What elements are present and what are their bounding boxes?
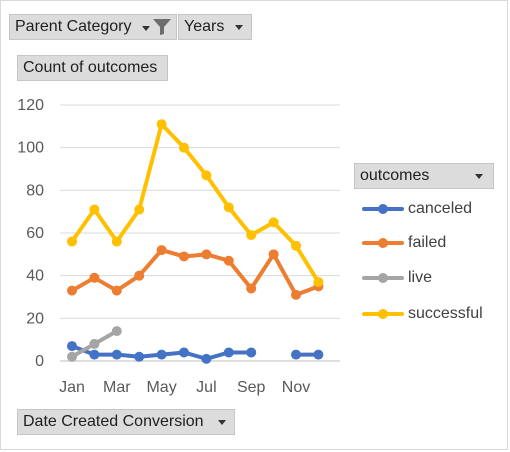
legend-label: canceled xyxy=(408,200,473,217)
parent-category-filter-button[interactable]: Parent Category xyxy=(9,14,177,40)
data-point-successful xyxy=(111,236,122,247)
data-point-canceled xyxy=(313,349,324,360)
chevron-down-icon xyxy=(475,174,483,179)
data-point-failed xyxy=(201,249,212,260)
data-point-failed xyxy=(67,285,77,296)
data-point-canceled xyxy=(291,349,301,360)
chevron-down-icon xyxy=(142,26,150,31)
values-field-button[interactable]: Count of outcomes xyxy=(17,55,168,81)
series-line-failed xyxy=(70,248,321,297)
legend-title-button[interactable]: outcomes xyxy=(354,163,494,189)
legend-title-label: outcomes xyxy=(360,167,430,184)
data-point-canceled xyxy=(111,349,122,360)
series-lines xyxy=(67,119,324,364)
x-tick-label: Nov xyxy=(282,379,310,396)
legend-marker-icon xyxy=(362,309,404,319)
data-point-canceled xyxy=(246,347,257,358)
data-point-successful xyxy=(291,240,301,251)
data-point-failed xyxy=(291,289,301,300)
series-canceled xyxy=(67,341,324,364)
data-point-canceled xyxy=(134,351,145,362)
data-point-live xyxy=(67,351,77,362)
chevron-down-icon xyxy=(235,25,243,30)
data-point-failed xyxy=(268,249,279,260)
axis-field-button[interactable]: Date Created Conversion xyxy=(17,409,235,435)
y-tick-label: 0 xyxy=(35,353,44,370)
x-tick-label: Sep xyxy=(237,379,266,396)
data-point-failed xyxy=(156,245,167,256)
legend-label: live xyxy=(408,269,433,286)
x-tick-label: May xyxy=(146,379,176,396)
y-tick-label: 40 xyxy=(26,268,44,285)
series-line-successful xyxy=(70,122,321,285)
legend-item-successful[interactable]: successful xyxy=(362,304,483,324)
years-filter-button[interactable]: Years xyxy=(178,14,252,40)
data-point-failed xyxy=(89,272,100,283)
y-tick-label: 20 xyxy=(26,310,44,327)
legend-label: successful xyxy=(408,305,483,322)
legend-item-canceled[interactable]: canceled xyxy=(362,199,472,219)
x-tick-label: Jul xyxy=(196,379,216,396)
values-field-label: Count of outcomes xyxy=(23,59,158,76)
x-tick-label: Jan xyxy=(59,379,85,396)
filter-funnel-icon xyxy=(153,19,171,35)
axis-field-label: Date Created Conversion xyxy=(23,413,204,430)
data-point-canceled xyxy=(156,349,167,360)
data-point-successful xyxy=(246,230,257,241)
data-point-failed xyxy=(246,283,257,294)
series-live xyxy=(67,326,122,362)
years-label: Years xyxy=(184,18,225,35)
data-point-canceled xyxy=(179,347,189,358)
legend-marker-icon xyxy=(362,273,404,283)
data-point-failed xyxy=(179,251,189,262)
y-axis-ticks: 0 20 40 60 80 100 120 xyxy=(17,97,44,370)
data-point-canceled xyxy=(223,347,234,358)
series-failed xyxy=(67,245,324,300)
data-point-successful xyxy=(201,170,212,181)
legend-marker-icon xyxy=(362,204,404,214)
y-tick-label: 60 xyxy=(26,225,44,242)
data-point-successful xyxy=(156,119,167,130)
gridlines xyxy=(60,104,340,362)
data-point-successful xyxy=(134,204,145,215)
legend-item-failed[interactable]: failed xyxy=(362,233,446,253)
x-tick-label: Mar xyxy=(103,379,131,396)
data-point-successful xyxy=(223,202,234,213)
y-tick-label: 120 xyxy=(17,97,44,114)
x-axis-ticks: Jan Mar May Jul Sep Nov xyxy=(59,379,310,396)
chevron-down-icon xyxy=(218,420,226,425)
data-point-live xyxy=(89,338,100,349)
y-tick-label: 100 xyxy=(17,140,44,157)
data-point-failed xyxy=(111,285,122,296)
data-point-successful xyxy=(313,277,324,288)
data-point-live xyxy=(111,326,122,337)
data-point-successful xyxy=(89,204,100,215)
data-point-canceled xyxy=(201,353,212,364)
data-point-successful xyxy=(179,142,189,153)
parent-category-label: Parent Category xyxy=(15,18,132,35)
data-point-failed xyxy=(134,270,145,281)
legend-item-live[interactable]: live xyxy=(362,268,432,288)
y-tick-label: 80 xyxy=(26,182,44,199)
data-point-canceled xyxy=(89,349,100,360)
legend-label: failed xyxy=(408,234,447,251)
series-successful xyxy=(67,119,324,288)
data-point-canceled xyxy=(67,341,77,352)
data-point-successful xyxy=(268,217,279,228)
data-point-successful xyxy=(67,236,77,247)
legend-marker-icon xyxy=(362,238,404,248)
data-point-failed xyxy=(223,255,234,266)
